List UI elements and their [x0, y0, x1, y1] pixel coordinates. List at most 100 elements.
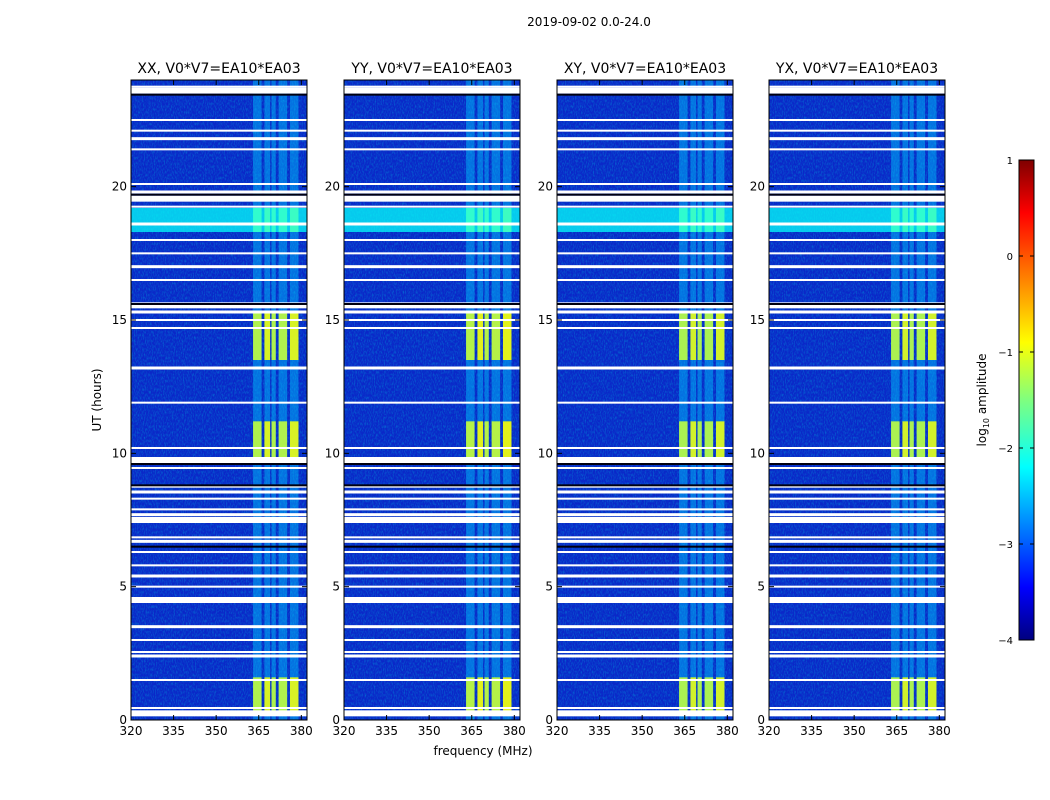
- rfi-burst: [916, 312, 926, 360]
- gap-row: [131, 484, 307, 487]
- heatmap-noise: [344, 80, 520, 720]
- flagged-row: [344, 651, 520, 653]
- x-tick-label: 335: [162, 724, 185, 738]
- x-axis-label: frequency (MHz): [433, 744, 532, 758]
- flagged-row: [557, 327, 733, 329]
- flagged-row: [344, 302, 520, 309]
- flagged-row: [557, 513, 733, 517]
- rfi-burst: [704, 677, 714, 715]
- y-tick-label: 0: [332, 713, 340, 727]
- flagged-row: [344, 536, 520, 539]
- flagged-row: [344, 205, 520, 208]
- flagged-row: [769, 85, 945, 88]
- flagged-row: [557, 490, 733, 494]
- panel-frame: [768, 79, 946, 721]
- gap-row: [131, 303, 307, 305]
- flagged-row: [131, 485, 307, 488]
- rfi-burst: [679, 677, 688, 715]
- rfi-burst: [916, 677, 926, 715]
- gap-row: [344, 93, 520, 96]
- x-tick-label: 350: [843, 724, 866, 738]
- flagged-row: [769, 551, 945, 553]
- flagged-row: [344, 513, 520, 517]
- flagged-row: [557, 87, 733, 94]
- rfi-band: [697, 80, 702, 720]
- flagged-row: [131, 539, 307, 543]
- rfi-burst: [491, 421, 501, 459]
- flagged-row: [344, 639, 520, 641]
- flagged-row: [557, 651, 733, 653]
- flagged-row: [557, 497, 733, 500]
- y-tick-label: 10: [750, 446, 765, 460]
- y-tick-label: 0: [757, 713, 765, 727]
- x-tick-label: 335: [588, 724, 611, 738]
- colorbar-tick-label: 1: [1007, 156, 1013, 167]
- y-tick-label: 20: [538, 180, 553, 194]
- flagged-row: [557, 585, 733, 588]
- rfi-burst: [715, 421, 725, 459]
- rfi-burst: [679, 421, 688, 459]
- flagged-row: [557, 252, 733, 255]
- colorbar-ticks: 1 0 −1 −2 −3 −4: [998, 156, 1034, 647]
- rfi-burst: [927, 312, 937, 360]
- flagged-row: [344, 327, 520, 329]
- colorbar-tick-label: −1: [998, 348, 1013, 359]
- y-tick-label: 0: [545, 713, 553, 727]
- flagged-row: [557, 239, 733, 241]
- rfi-burst: [491, 312, 501, 360]
- rfi-burst: [927, 421, 937, 459]
- x-tick-label: 335: [800, 724, 823, 738]
- gap-row: [131, 545, 307, 548]
- rfi-burst: [278, 312, 288, 360]
- flagged-row: [344, 119, 520, 121]
- rfi-band: [289, 80, 299, 720]
- x-tick-label: 380: [928, 724, 951, 738]
- gap-row: [344, 463, 520, 465]
- y-tick-label: 10: [325, 446, 340, 460]
- flagged-row: [344, 252, 520, 255]
- rfi-band: [916, 80, 926, 720]
- rfi-burst: [271, 677, 276, 715]
- flagged-row: [344, 401, 520, 404]
- flagged-row: [131, 513, 307, 517]
- flagged-row: [344, 183, 520, 185]
- rfi-burst: [264, 421, 271, 459]
- flagged-row: [131, 654, 307, 658]
- rfi-burst: [697, 312, 702, 360]
- rfi-burst: [697, 421, 702, 459]
- y-tick-label: 5: [757, 580, 765, 594]
- flagged-row: [769, 707, 945, 709]
- flagged-row: [769, 574, 945, 578]
- flagged-row: [131, 639, 307, 641]
- colorbar-tick-label: 0: [1007, 252, 1013, 263]
- y-tick-label: 0: [119, 713, 127, 727]
- flagged-row: [557, 366, 733, 370]
- flagged-row: [769, 222, 945, 226]
- flagged-row: [344, 447, 520, 449]
- flagged-row: [769, 679, 945, 681]
- rfi-burst: [909, 421, 914, 459]
- flagged-row: [344, 129, 520, 132]
- flagged-row: [769, 490, 945, 494]
- rfi-burst: [264, 677, 271, 715]
- flagged-row: [557, 539, 733, 543]
- flagged-row: [131, 401, 307, 404]
- flagged-row: [344, 707, 520, 709]
- rfi-burst: [891, 312, 900, 360]
- gap-row: [557, 303, 733, 305]
- flagged-row: [557, 536, 733, 539]
- flagged-row: [131, 119, 307, 121]
- flagged-row: [557, 710, 733, 717]
- flagged-row: [131, 536, 307, 539]
- flagged-row: [131, 517, 307, 523]
- rfi-burst: [715, 312, 725, 360]
- rfi-band: [264, 80, 271, 720]
- rfi-burst: [289, 677, 299, 715]
- x-tick-label: 380: [503, 724, 526, 738]
- rfi-burst: [271, 312, 276, 360]
- flagged-row: [769, 137, 945, 141]
- rfi-band: [909, 80, 914, 720]
- x-tick-label: 320: [546, 724, 569, 738]
- rfi-burst: [278, 677, 288, 715]
- flagged-row: [557, 574, 733, 578]
